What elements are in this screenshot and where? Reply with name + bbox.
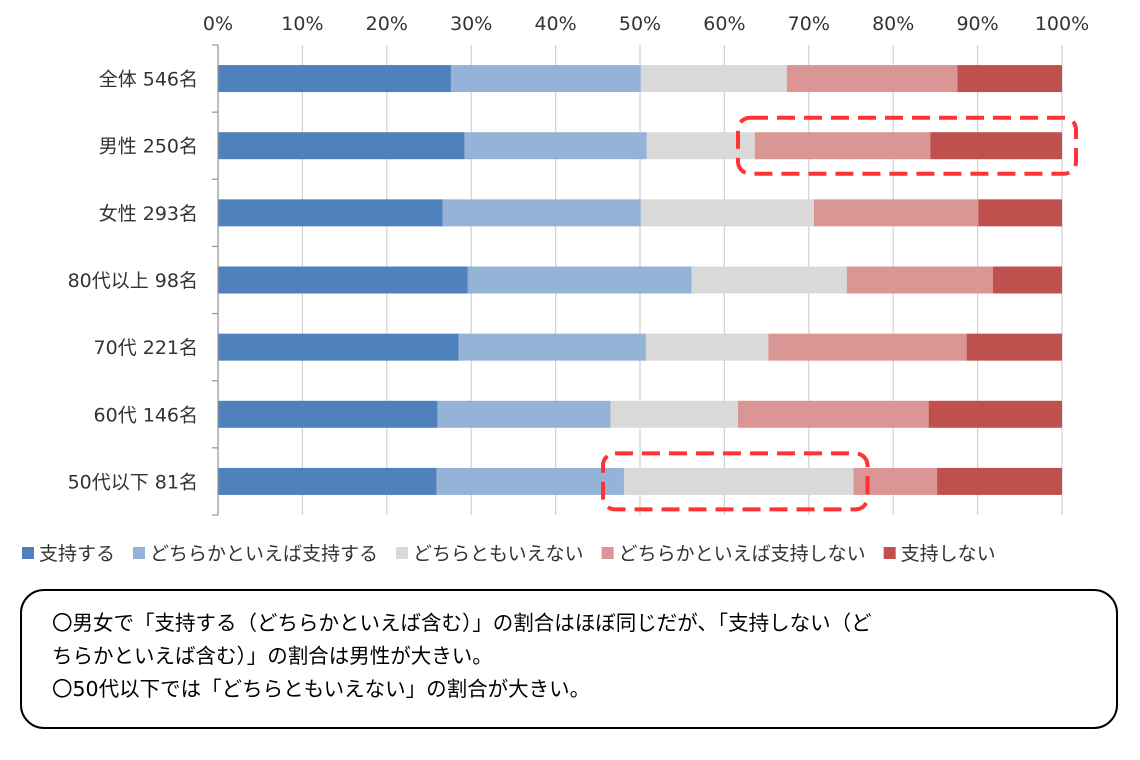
bar-segment bbox=[623, 467, 854, 495]
x-tick-label: 10% bbox=[281, 13, 323, 35]
legend-label: 支持しない bbox=[901, 543, 996, 565]
note-line-1: 〇男女で「支持する（どちらかといえば含む）」の割合はほぼ同じだが、「支持しない（… bbox=[52, 611, 872, 635]
bar-segment bbox=[218, 132, 465, 160]
bar-segment bbox=[442, 199, 641, 227]
bar-segment bbox=[218, 333, 459, 361]
legend-label: どちらかといえば支持しない bbox=[619, 543, 866, 565]
legend-swatch bbox=[883, 547, 896, 559]
x-tick-label: 100% bbox=[1035, 13, 1089, 35]
note-line-3: 〇50代以下では「どちらともいえない」の割合が大きい。 bbox=[52, 677, 591, 701]
x-tick-labels: 0% 10% 20% 30% 40% 50% 60% 70% 80% 90% 100% bbox=[203, 13, 1089, 35]
x-tick-label: 40% bbox=[534, 13, 576, 35]
bar-segment bbox=[754, 132, 931, 160]
bar-segment bbox=[218, 266, 468, 294]
x-tick-label: 90% bbox=[956, 13, 998, 35]
legend-swatch bbox=[396, 547, 409, 559]
bar-segment bbox=[928, 400, 1062, 428]
category-axis bbox=[212, 44, 219, 516]
bar-segment bbox=[768, 333, 967, 361]
bar-segment bbox=[992, 266, 1062, 294]
bar-segment bbox=[437, 400, 611, 428]
bar-segment bbox=[813, 199, 979, 227]
stacked-bar-chart: 0% 10% 20% 30% 40% 50% 60% 70% 80% 90% 100% 全体 546… bbox=[22, 13, 1089, 565]
bar-segment bbox=[737, 400, 929, 428]
bar-segment bbox=[218, 65, 451, 93]
bar-segment bbox=[436, 467, 624, 495]
bar-segment bbox=[610, 400, 738, 428]
bar-segment bbox=[930, 132, 1062, 160]
x-tick-label: 0% bbox=[203, 13, 233, 35]
x-tick-label: 30% bbox=[450, 13, 492, 35]
bars bbox=[218, 65, 1062, 495]
category-label: 全体 546名 bbox=[99, 69, 198, 91]
category-label: 80代以上 98名 bbox=[68, 270, 198, 292]
x-tick-label: 60% bbox=[703, 13, 745, 35]
legend: 支持する どちらかといえば支持する どちらともいえない どちらかといえば支持しない 支持… bbox=[22, 543, 996, 565]
x-tick-label: 20% bbox=[366, 13, 408, 35]
notes-box: 〇男女で「支持する（どちらかといえば含む）」の割合はほぼ同じだが、「支持しない（… bbox=[20, 589, 1118, 729]
bar-segment bbox=[450, 65, 641, 93]
category-label: 女性 293名 bbox=[99, 203, 198, 225]
x-tick-label: 50% bbox=[619, 13, 661, 35]
bar-segment bbox=[978, 199, 1062, 227]
bar-segment bbox=[957, 65, 1062, 93]
bar-segment bbox=[218, 467, 437, 495]
category-label: 60代 146名 bbox=[94, 404, 198, 426]
legend-label: どちらともいえない bbox=[413, 543, 584, 565]
bar-segment bbox=[467, 266, 692, 294]
note-line-2: ちらかといえば含む）」の割合は男性が大きい。 bbox=[52, 644, 493, 668]
legend-swatch bbox=[22, 547, 34, 559]
legend-label: 支持する bbox=[39, 543, 115, 565]
category-label: 70代 221名 bbox=[94, 337, 198, 359]
x-tick-label: 80% bbox=[872, 13, 914, 35]
highlight-box bbox=[600, 451, 870, 512]
bar-segment bbox=[645, 333, 769, 361]
legend-swatch bbox=[601, 547, 614, 559]
bar-segment bbox=[846, 266, 993, 294]
category-label: 50代以下 81名 bbox=[68, 471, 198, 493]
category-label: 男性 250名 bbox=[99, 136, 198, 158]
bar-segment bbox=[458, 333, 646, 361]
bar-segment bbox=[218, 199, 443, 227]
bar-segment bbox=[937, 467, 1062, 495]
bar-segment bbox=[966, 333, 1062, 361]
bar-segment bbox=[786, 65, 958, 93]
x-tick-label: 70% bbox=[788, 13, 830, 35]
bar-segment bbox=[640, 199, 814, 227]
bar-segment bbox=[691, 266, 847, 294]
bar-segment bbox=[640, 65, 787, 93]
legend-swatch bbox=[133, 547, 146, 559]
bar-segment bbox=[218, 400, 438, 428]
highlight-boxes bbox=[600, 115, 1078, 512]
legend-label: どちらかといえば支持する bbox=[150, 543, 378, 565]
bar-segment bbox=[464, 132, 647, 160]
highlight-box bbox=[736, 115, 1078, 176]
